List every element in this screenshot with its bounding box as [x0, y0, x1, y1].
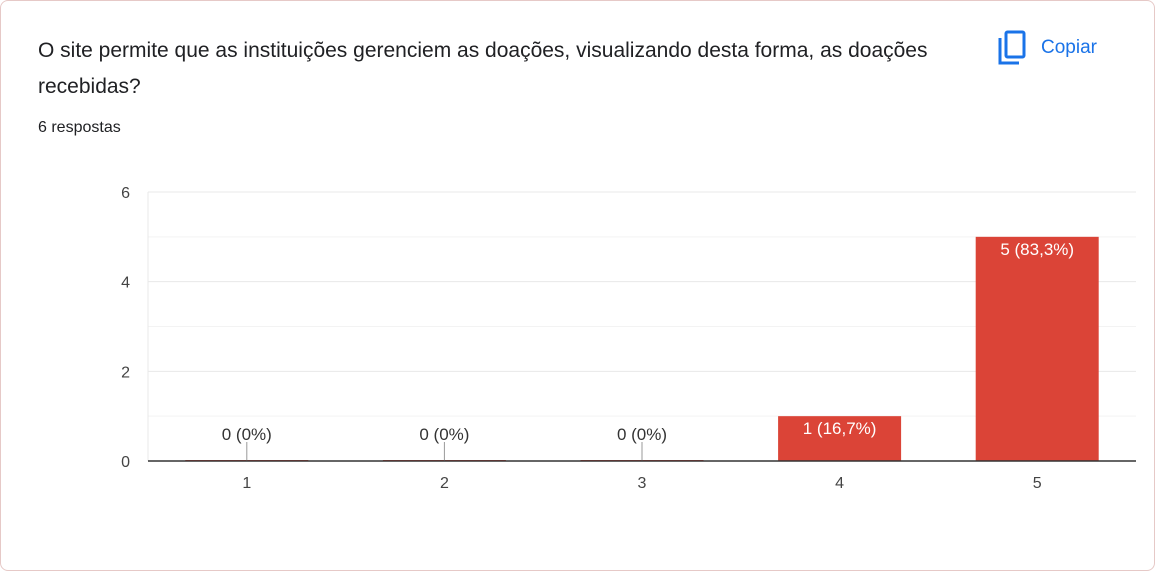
y-tick-label: 2 [121, 364, 130, 381]
bar [975, 236, 1099, 461]
x-tick-label: 5 [1033, 475, 1042, 492]
copy-icon [998, 30, 1026, 65]
y-tick-label: 6 [121, 185, 130, 202]
data-label: 0 (0%) [222, 425, 272, 444]
bar [778, 416, 902, 461]
copy-button[interactable]: Copiar [989, 25, 1111, 71]
x-tick-label: 3 [638, 475, 647, 492]
y-tick-label: 4 [121, 275, 130, 292]
data-label: 0 (0%) [617, 425, 667, 444]
data-label: 0 (0%) [419, 425, 469, 444]
response-count: 6 respostas [38, 119, 121, 136]
data-label: 5 (83,3%) [1000, 240, 1074, 259]
x-tick-label: 1 [242, 475, 251, 492]
x-tick-label: 4 [835, 475, 844, 492]
x-tick-label: 2 [440, 475, 449, 492]
y-tick-label: 0 [121, 454, 130, 471]
question-title: O site permite que as instituições geren… [38, 39, 928, 98]
data-label: 1 (16,7%) [803, 419, 877, 438]
copy-label: Copiar [1041, 37, 1097, 58]
